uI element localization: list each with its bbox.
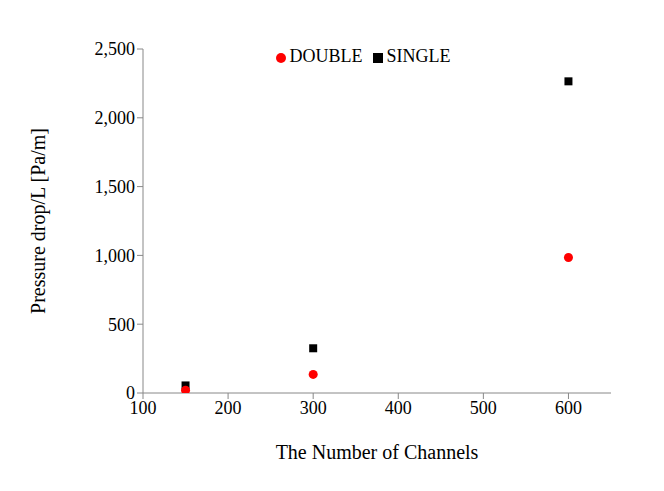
svg-text:1,500: 1,500 — [95, 177, 136, 197]
html-text:SINGLE: SINGLE — [386, 46, 451, 66]
svg-text:Pressure drop/L [Pa/m]: Pressure drop/L [Pa/m] — [27, 128, 50, 314]
svg-text:100: 100 — [129, 397, 157, 418]
svg-text:300: 300 — [300, 398, 327, 418]
svg-text:600: 600 — [555, 398, 582, 418]
svg-text:2,000: 2,000 — [95, 108, 136, 128]
svg-text:200: 200 — [215, 398, 242, 418]
svg-text:500: 500 — [470, 398, 497, 418]
svg-text:The Number of Channels: The Number of Channels — [276, 441, 479, 463]
svg-text:500: 500 — [108, 315, 135, 335]
svg-text:1,000: 1,000 — [95, 246, 136, 266]
svg-text:2,500: 2,500 — [95, 39, 136, 59]
svg-text:0: 0 — [126, 383, 135, 403]
svg-text:400: 400 — [385, 398, 412, 418]
html-text:DOUBLE: DOUBLE — [289, 46, 363, 66]
